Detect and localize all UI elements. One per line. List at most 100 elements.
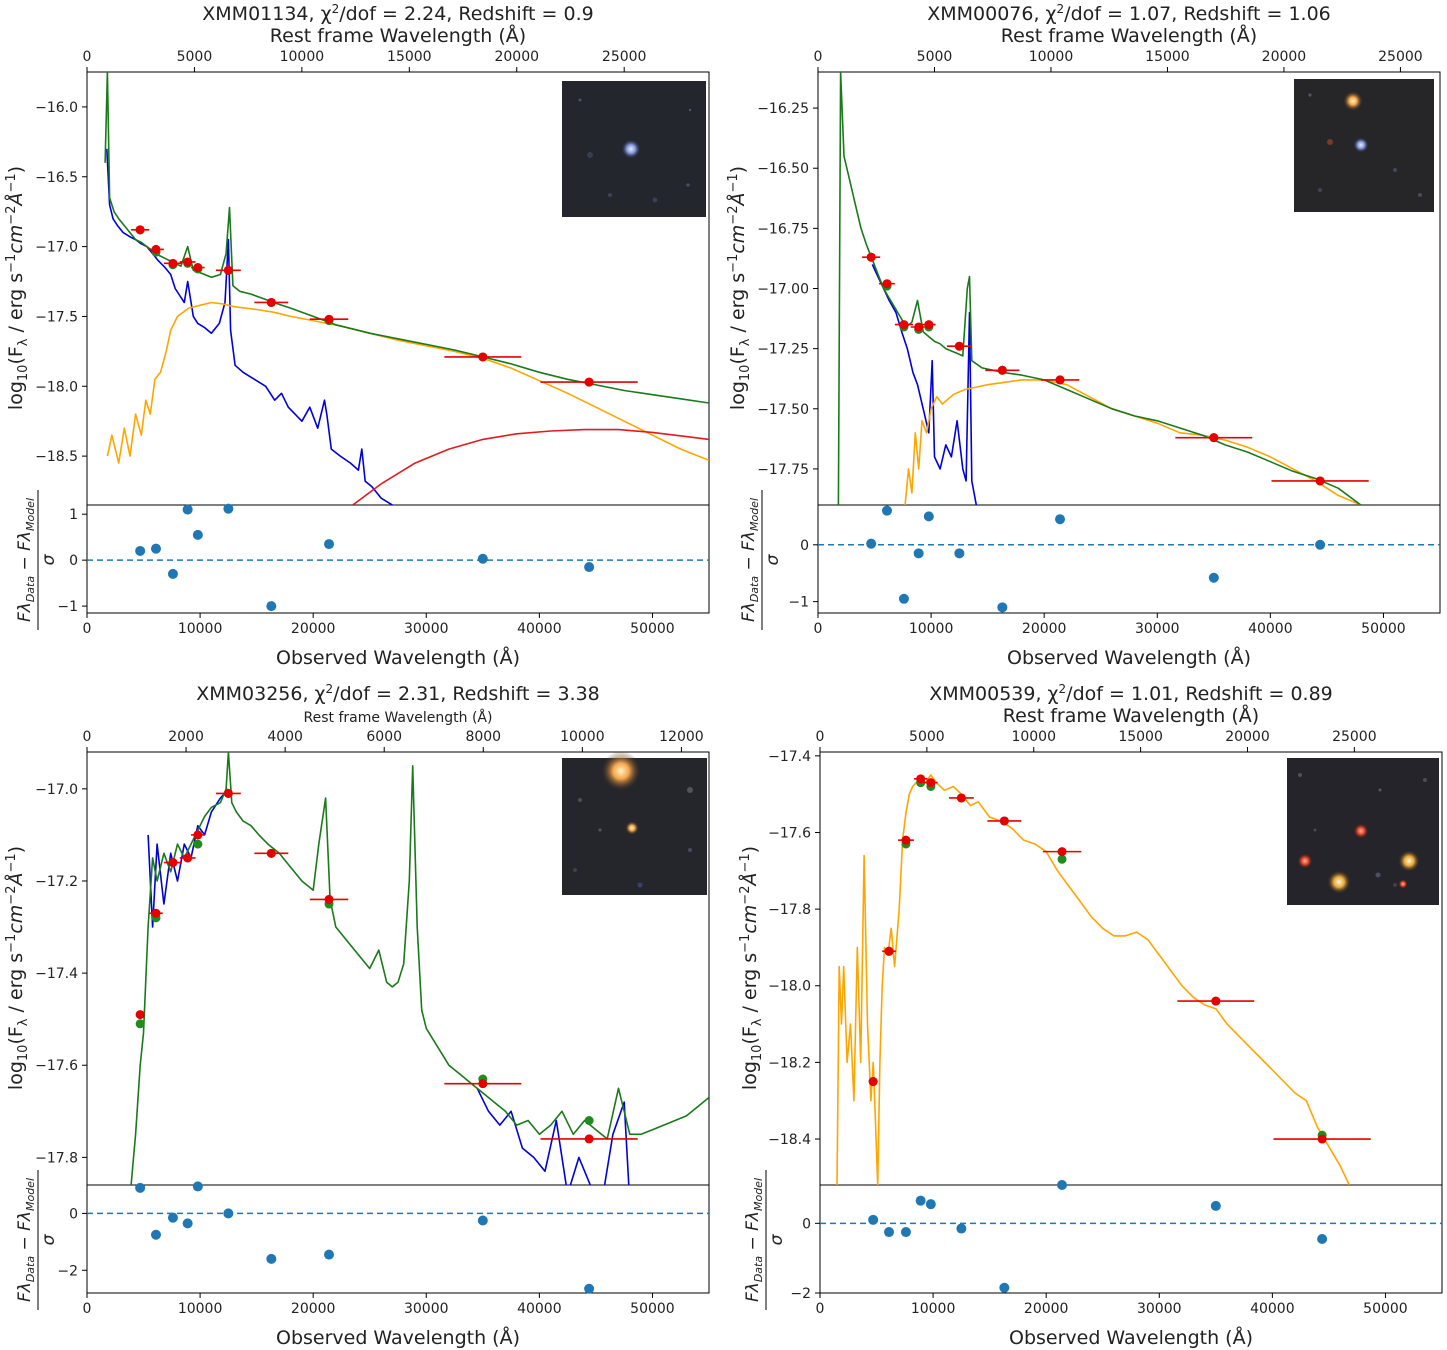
- data-point: [899, 320, 909, 330]
- model-point: [193, 839, 203, 849]
- residual-y-ticks: 1 0 −1: [57, 507, 709, 615]
- residual-point: [477, 1215, 488, 1226]
- x-tick-label: 20000: [1024, 1301, 1069, 1317]
- y-tick-label: −17.6: [35, 1058, 78, 1074]
- y-tick-label: −16.5: [35, 170, 78, 186]
- data-point: [151, 244, 161, 254]
- data-point: [956, 793, 966, 803]
- residual-y-tick-label: −2: [790, 1286, 811, 1302]
- x-tick-label: 20000: [291, 1301, 336, 1317]
- data-point: [914, 322, 924, 332]
- series-galaxy: [904, 379, 1362, 505]
- data-point: [901, 835, 911, 845]
- y-axis-label: log10(Fλ / erg s−1cm−2Å−1): [4, 846, 31, 1090]
- x-axis-label: Observed Wavelength (Å): [276, 646, 520, 669]
- data-point: [1057, 847, 1067, 857]
- top-tick-label: 12000: [659, 729, 704, 745]
- top-axis-label: Rest frame Wavelength (Å): [1003, 704, 1259, 727]
- data-point: [266, 848, 276, 858]
- top-tick-label: 0: [83, 49, 92, 65]
- y-tick-label: −17.25: [757, 342, 809, 358]
- thumbnail-image: [562, 751, 707, 895]
- residual-y-tick-label: 0: [69, 1206, 78, 1222]
- y-tick-label: −16.75: [757, 221, 809, 237]
- residual-point: [150, 543, 161, 554]
- residual-point: [182, 1218, 193, 1229]
- y-tick-label: −17.0: [35, 782, 78, 798]
- residual-point: [954, 548, 965, 559]
- top-tick-label: 10000: [280, 49, 325, 65]
- data-point: [478, 1079, 488, 1089]
- top-tick-label: 20000: [1225, 729, 1270, 745]
- x-ticks: 0 10000 20000 30000 40000 50000: [814, 613, 1406, 637]
- residual-y-tick-label: 0: [800, 538, 809, 554]
- top-tick-label: 20000: [1262, 49, 1307, 65]
- model-curves: [837, 72, 1362, 505]
- residual-point: [150, 1229, 161, 1240]
- x-tick-label: 20000: [1022, 621, 1067, 637]
- residual-y-label: FλData − FλModel σ: [743, 1170, 787, 1310]
- y-tick-label: −18.5: [35, 449, 78, 465]
- data-point: [1315, 476, 1325, 486]
- series-galaxy: [836, 774, 1351, 1185]
- top-axis-label: Rest frame Wavelength (Å): [270, 24, 526, 47]
- residual-point: [997, 602, 1008, 613]
- residual-points: [135, 503, 595, 612]
- x-tick-label: 10000: [911, 1301, 956, 1317]
- x-axis-label: Observed Wavelength (Å): [1009, 1326, 1253, 1349]
- model-curves: [836, 774, 1351, 1185]
- residual-point: [900, 1227, 911, 1238]
- residual-point: [135, 545, 146, 556]
- top-tick-label: 25000: [1378, 49, 1423, 65]
- x-tick-label: 50000: [1361, 621, 1406, 637]
- residual-point: [477, 553, 488, 564]
- x-tick-label: 0: [83, 1301, 92, 1317]
- model-point: [584, 1116, 594, 1126]
- top-tick-label: 6000: [366, 729, 402, 745]
- residual-point: [135, 1182, 146, 1193]
- top-ticks: 0 5000 10000 15000 20000 25000: [83, 49, 646, 72]
- residual-point: [915, 1195, 926, 1206]
- x-tick-label: 50000: [1363, 1301, 1408, 1317]
- residual-y-tick-label: −1: [788, 595, 809, 611]
- residual-point: [868, 1214, 879, 1225]
- residual-y-ticks: 0 −2: [57, 1206, 709, 1279]
- data-point: [193, 263, 203, 273]
- x-axis-label: Observed Wavelength (Å): [1007, 646, 1251, 669]
- x-tick-label: 30000: [1135, 621, 1180, 637]
- residual-y-ticks: 0 −1: [788, 538, 1440, 611]
- panel-title: XMM01134, χ2/dof = 2.24, Redshift = 0.9: [202, 2, 593, 25]
- x-tick-label: 40000: [1250, 1301, 1295, 1317]
- panel-title: XMM00076, χ2/dof = 1.07, Redshift = 1.06: [927, 2, 1331, 25]
- x-tick-label: 50000: [630, 621, 675, 637]
- series-galaxy: [106, 301, 709, 464]
- panel-xmm01134: XMM01134, χ2/dof = 2.24, Redshift = 0.9 …: [4, 2, 710, 669]
- data-point: [151, 908, 161, 918]
- y-ticks: −16.0 −16.5 −17.0 −17.5 −18.0 −18.5: [35, 100, 87, 465]
- data-point: [882, 279, 892, 289]
- y-tick-label: −16.0: [35, 100, 78, 116]
- residual-y-ticks: 0 −2: [790, 1216, 1442, 1302]
- data-point: [999, 816, 1009, 826]
- top-tick-label: 15000: [387, 49, 432, 65]
- data-point: [223, 788, 233, 798]
- residual-point: [324, 1249, 335, 1260]
- y-tick-label: −17.8: [768, 902, 811, 918]
- data-point: [135, 225, 145, 235]
- residual-point: [898, 593, 909, 604]
- top-tick-label: 5000: [177, 49, 213, 65]
- y-tick-label: −18.0: [35, 379, 78, 395]
- y-tick-label: −17.2: [35, 874, 78, 890]
- data-point: [168, 858, 178, 868]
- y-tick-label: −17.4: [768, 749, 811, 765]
- x-ticks: 0 10000 20000 30000 40000 50000: [83, 1293, 675, 1317]
- residual-point: [223, 1208, 234, 1219]
- photometry-points: [862, 252, 1369, 486]
- y-tick-label: −17.5: [35, 309, 78, 325]
- top-tick-label: 0: [83, 729, 92, 745]
- y-tick-label: −17.6: [768, 825, 811, 841]
- svg-text:σ: σ: [39, 1233, 59, 1245]
- top-tick-label: 10000: [1011, 729, 1056, 745]
- data-point: [584, 377, 594, 387]
- x-tick-label: 10000: [909, 621, 954, 637]
